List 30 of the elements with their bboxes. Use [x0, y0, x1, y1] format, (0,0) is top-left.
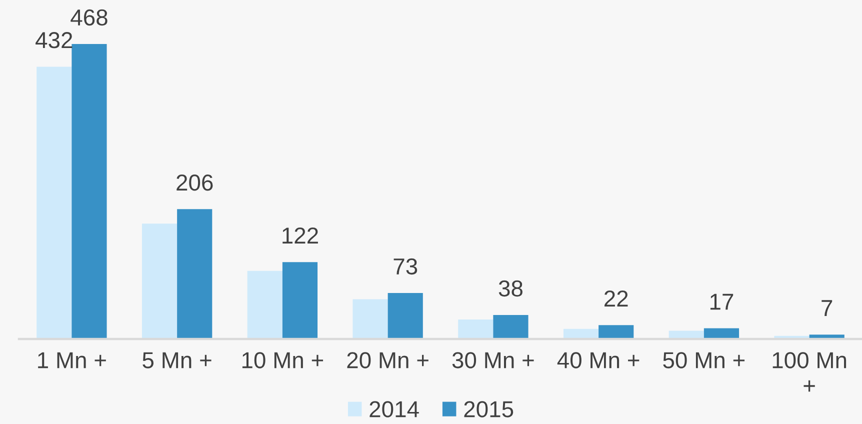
x-tick-label: 1 Mn +	[38, 352, 106, 368]
data-label: 468	[70, 9, 108, 26]
bar	[352, 299, 388, 339]
bar	[388, 292, 423, 339]
bar	[598, 325, 634, 339]
bar	[458, 319, 494, 339]
data-label: 7	[822, 300, 832, 316]
bar	[282, 262, 318, 339]
x-tick-label: 100 Mn +	[772, 352, 846, 392]
data-label: 432	[36, 32, 72, 48]
bar	[493, 315, 528, 339]
x-tick-label: 10 Mn +	[242, 352, 324, 368]
x-tick-label: 40 Mn +	[557, 352, 640, 368]
legend-label: 2015	[464, 401, 514, 418]
bar	[177, 209, 212, 339]
x-tick-label: 20 Mn +	[347, 352, 428, 368]
x-tick-label: 5 Mn +	[142, 352, 212, 368]
x-tick-label: 30 Mn +	[452, 352, 534, 368]
bar	[247, 270, 282, 339]
data-label: 17	[710, 294, 734, 310]
bar	[36, 66, 72, 339]
legend-label: 2014	[370, 401, 419, 418]
data-label: 122	[282, 227, 318, 244]
bar	[72, 44, 107, 339]
data-label: 73	[394, 258, 418, 275]
data-label: 22	[604, 290, 628, 306]
data-label: 206	[176, 174, 213, 191]
x-tick-label: 50 Mn +	[663, 352, 745, 368]
bar	[142, 224, 178, 339]
data-label: 38	[498, 280, 522, 297]
